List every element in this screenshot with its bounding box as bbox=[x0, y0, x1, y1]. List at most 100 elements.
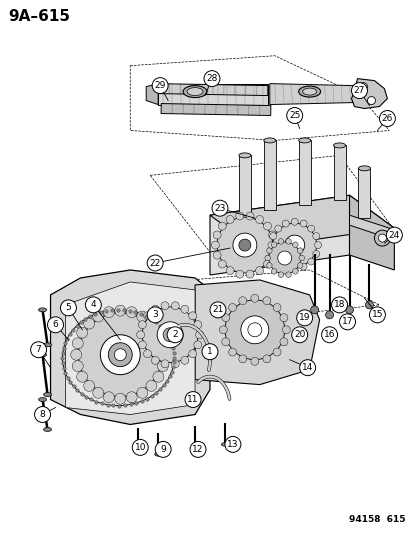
Circle shape bbox=[180, 305, 188, 313]
Circle shape bbox=[85, 297, 101, 313]
Circle shape bbox=[277, 251, 291, 265]
Text: 19: 19 bbox=[298, 313, 310, 322]
Circle shape bbox=[195, 331, 203, 339]
Circle shape bbox=[193, 321, 202, 329]
Circle shape bbox=[365, 301, 373, 309]
Circle shape bbox=[218, 222, 226, 230]
Circle shape bbox=[163, 328, 177, 342]
Text: 94158  615: 94158 615 bbox=[348, 515, 404, 524]
Circle shape bbox=[233, 233, 256, 257]
Circle shape bbox=[151, 357, 159, 364]
FancyBboxPatch shape bbox=[238, 156, 250, 215]
Circle shape bbox=[377, 234, 385, 242]
Circle shape bbox=[157, 322, 183, 348]
Circle shape bbox=[339, 314, 355, 330]
Circle shape bbox=[204, 71, 219, 86]
Text: 12: 12 bbox=[192, 445, 203, 454]
Circle shape bbox=[167, 327, 183, 343]
Circle shape bbox=[31, 342, 46, 358]
Circle shape bbox=[219, 326, 227, 334]
Circle shape bbox=[185, 392, 201, 408]
Circle shape bbox=[282, 220, 289, 227]
Circle shape bbox=[262, 297, 270, 305]
Circle shape bbox=[263, 222, 271, 230]
Text: 2: 2 bbox=[172, 330, 178, 340]
Circle shape bbox=[78, 313, 162, 397]
Circle shape bbox=[247, 323, 261, 337]
Circle shape bbox=[114, 393, 126, 404]
Circle shape bbox=[71, 349, 81, 360]
Circle shape bbox=[290, 265, 297, 272]
Circle shape bbox=[159, 349, 169, 360]
Text: 9: 9 bbox=[160, 445, 166, 454]
Circle shape bbox=[146, 318, 157, 329]
Circle shape bbox=[147, 307, 163, 323]
Circle shape bbox=[310, 306, 318, 314]
Circle shape bbox=[331, 297, 347, 313]
FancyBboxPatch shape bbox=[263, 140, 275, 210]
Circle shape bbox=[83, 381, 95, 391]
Circle shape bbox=[314, 241, 321, 248]
Ellipse shape bbox=[43, 393, 51, 397]
Circle shape bbox=[221, 338, 229, 346]
Circle shape bbox=[209, 302, 225, 318]
Circle shape bbox=[282, 263, 289, 270]
Circle shape bbox=[279, 338, 287, 346]
Polygon shape bbox=[209, 195, 349, 275]
Ellipse shape bbox=[238, 153, 250, 158]
Circle shape bbox=[143, 350, 151, 358]
Circle shape bbox=[299, 360, 315, 376]
Text: 8: 8 bbox=[40, 410, 45, 419]
Polygon shape bbox=[195, 280, 319, 385]
Text: 14: 14 bbox=[301, 363, 313, 372]
Ellipse shape bbox=[134, 448, 141, 451]
Circle shape bbox=[250, 357, 258, 365]
Circle shape bbox=[290, 218, 297, 225]
Circle shape bbox=[225, 215, 233, 223]
Circle shape bbox=[266, 263, 271, 268]
Circle shape bbox=[278, 272, 283, 278]
Circle shape bbox=[213, 251, 221, 259]
Circle shape bbox=[188, 312, 196, 320]
Text: 23: 23 bbox=[214, 204, 225, 213]
Ellipse shape bbox=[263, 138, 275, 143]
Text: 10: 10 bbox=[134, 443, 146, 452]
Circle shape bbox=[180, 357, 188, 364]
Circle shape bbox=[142, 307, 197, 362]
Text: 17: 17 bbox=[341, 317, 352, 326]
Circle shape bbox=[202, 344, 217, 360]
Circle shape bbox=[235, 212, 243, 220]
Circle shape bbox=[157, 338, 168, 349]
Circle shape bbox=[228, 303, 236, 311]
Text: 28: 28 bbox=[206, 74, 217, 83]
Text: 29: 29 bbox=[154, 81, 166, 90]
Circle shape bbox=[270, 241, 278, 249]
Text: 5: 5 bbox=[65, 303, 71, 312]
Circle shape bbox=[263, 260, 271, 268]
Circle shape bbox=[93, 311, 104, 322]
Ellipse shape bbox=[43, 427, 51, 431]
Circle shape bbox=[171, 302, 179, 310]
Circle shape bbox=[269, 251, 276, 257]
Circle shape bbox=[385, 227, 401, 243]
Polygon shape bbox=[158, 84, 267, 104]
Circle shape bbox=[221, 314, 229, 322]
Text: 6: 6 bbox=[52, 320, 58, 329]
Ellipse shape bbox=[302, 88, 316, 95]
Polygon shape bbox=[351, 79, 387, 109]
Circle shape bbox=[367, 96, 375, 104]
Polygon shape bbox=[209, 195, 394, 248]
Circle shape bbox=[93, 387, 104, 398]
Circle shape bbox=[100, 335, 140, 375]
Circle shape bbox=[264, 255, 270, 261]
Circle shape bbox=[325, 311, 333, 319]
Circle shape bbox=[291, 327, 307, 343]
Circle shape bbox=[60, 300, 76, 316]
Circle shape bbox=[193, 341, 202, 349]
Text: 27: 27 bbox=[353, 86, 364, 95]
Circle shape bbox=[138, 321, 146, 329]
Polygon shape bbox=[269, 84, 354, 104]
Circle shape bbox=[255, 266, 263, 274]
Circle shape bbox=[278, 239, 283, 244]
Circle shape bbox=[284, 235, 304, 255]
